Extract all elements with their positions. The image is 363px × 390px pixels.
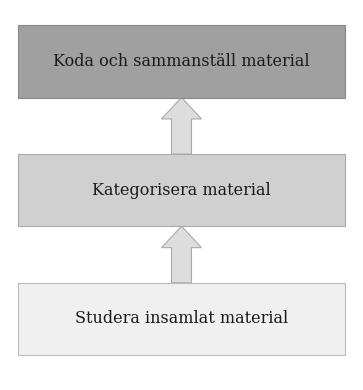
Bar	[18, 154, 345, 226]
Text: Studera insamlat material: Studera insamlat material	[75, 310, 288, 327]
Bar	[18, 25, 345, 98]
Polygon shape	[162, 226, 201, 283]
Bar	[18, 283, 345, 355]
Text: Kategorisera material: Kategorisera material	[92, 182, 271, 199]
Polygon shape	[162, 98, 201, 154]
Text: Koda och sammanställ material: Koda och sammanställ material	[53, 53, 310, 70]
